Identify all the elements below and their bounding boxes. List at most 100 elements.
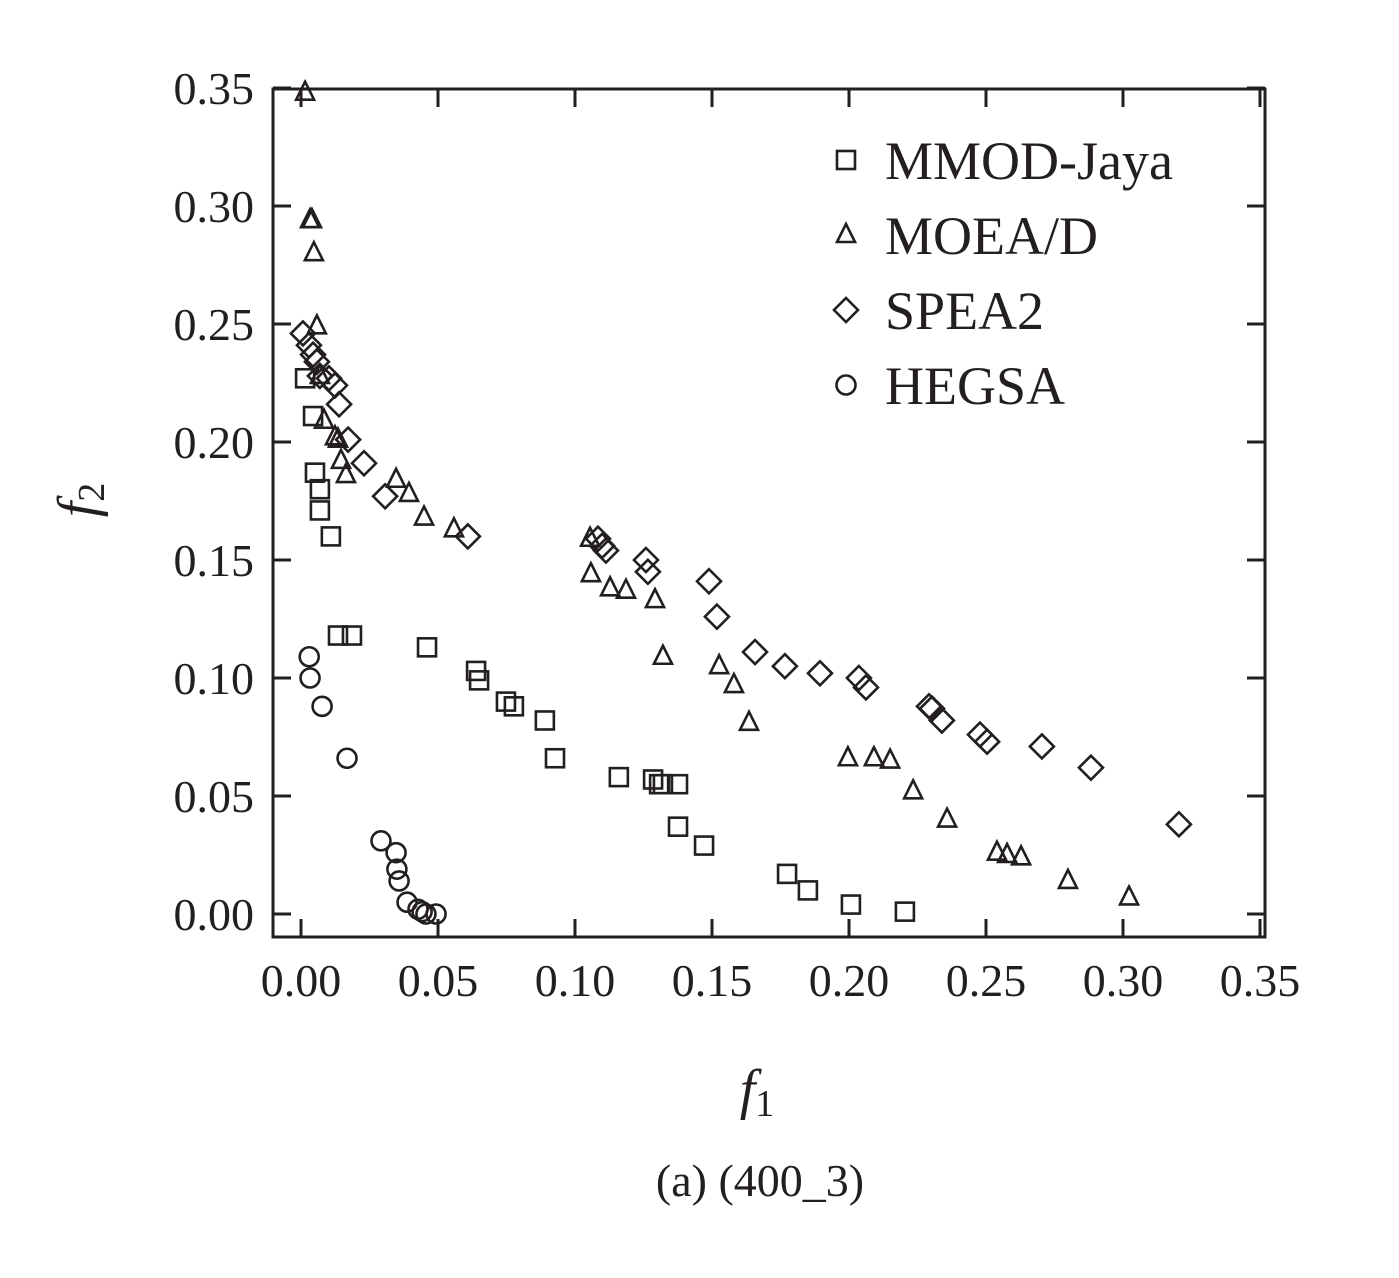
diamond-point — [852, 673, 880, 702]
circle-point — [386, 858, 408, 880]
diamond-point — [350, 449, 378, 478]
triangle-point — [329, 446, 353, 470]
triangle-point — [995, 841, 1019, 864]
triangle-point — [412, 503, 436, 526]
triangle-point — [935, 805, 959, 828]
diamond-point — [454, 522, 482, 551]
square-point — [693, 835, 715, 856]
diamond-point — [592, 536, 620, 565]
triangle-point — [1009, 843, 1033, 866]
legend-circle-icon — [835, 374, 857, 396]
circle-point — [298, 645, 321, 668]
diamond-point — [325, 390, 353, 419]
square-point — [797, 880, 819, 901]
x-tick-label: 0.35 — [1220, 955, 1301, 1006]
triangle-point — [305, 312, 328, 335]
triangle-point — [579, 560, 602, 583]
square-point — [544, 747, 566, 769]
diamond-point — [1165, 810, 1193, 839]
legend-label: HEGSA — [885, 356, 1065, 416]
circle-point — [311, 695, 333, 718]
legend-square-icon — [835, 149, 857, 171]
diamond-point — [1028, 732, 1056, 761]
y-tick-label: 0.10 — [174, 653, 255, 704]
legend-entry: MMOD-Jaya — [835, 131, 1173, 191]
square-point — [652, 773, 674, 795]
x-tick-label: 0.20 — [809, 955, 890, 1006]
triangle-point — [708, 652, 731, 675]
x-tick-label: 0.00 — [261, 955, 342, 1006]
diamond-point — [741, 638, 769, 666]
y-tick-label: 0.20 — [174, 417, 255, 468]
diamond-point — [306, 362, 334, 390]
diamond-point — [928, 706, 956, 735]
triangle-point — [614, 576, 638, 599]
legend-entry: HEGSA — [835, 356, 1065, 416]
circle-point — [415, 903, 437, 925]
x-tick-label: 0.25 — [946, 955, 1027, 1006]
chart-caption: (a) (400_3) — [656, 1155, 864, 1206]
x-axis-label: f1 — [740, 1059, 775, 1125]
x-tick-label: 0.30 — [1083, 955, 1164, 1006]
diamond-point — [299, 340, 327, 369]
circle-point — [299, 667, 321, 689]
y-tick-label: 0.15 — [174, 535, 255, 586]
triangle-point — [302, 239, 325, 262]
legend-entry: MOEA/D — [834, 206, 1098, 266]
triangle-point — [643, 586, 667, 609]
legend-label: MMOD-Jaya — [885, 131, 1173, 191]
square-point — [302, 405, 324, 427]
square-point — [309, 500, 331, 521]
y-tick-label: 0.25 — [174, 299, 255, 350]
series-hegsa — [298, 645, 447, 925]
circle-point — [396, 891, 418, 914]
diamond-point — [771, 652, 799, 681]
series-mmod-jaya — [294, 367, 916, 922]
x-tick-label: 0.15 — [672, 955, 753, 1006]
square-point — [776, 863, 798, 885]
square-point — [503, 696, 525, 717]
square-point — [608, 766, 630, 788]
square-point — [309, 478, 331, 500]
triangle-point — [326, 425, 350, 448]
y-tick-label: 0.30 — [174, 181, 255, 232]
triangle-point — [312, 406, 336, 430]
diamond-point — [973, 727, 1001, 756]
square-point — [667, 816, 689, 837]
triangle-point — [300, 206, 324, 229]
diamond-point — [966, 720, 994, 749]
triangle-point — [651, 642, 675, 666]
circle-point — [385, 841, 407, 864]
x-tick-label: 0.05 — [398, 955, 479, 1006]
square-point — [320, 526, 342, 547]
triangle-point — [985, 838, 1009, 861]
triangle-point — [442, 515, 465, 538]
diamond-point — [632, 546, 660, 574]
square-point — [304, 462, 326, 483]
diamond-point — [303, 347, 331, 376]
diamond-point — [584, 524, 612, 553]
legend-label: MOEA/D — [885, 206, 1098, 266]
legend-label: SPEA2 — [885, 281, 1044, 341]
square-point — [667, 773, 689, 795]
diamond-point — [1077, 753, 1105, 782]
triangle-point — [294, 78, 317, 102]
triangle-point — [598, 574, 622, 597]
y-tick-label: 0.35 — [174, 63, 255, 114]
y-tick-label: 0.00 — [174, 889, 255, 940]
y-axis-label: f2 — [47, 483, 113, 518]
circle-point — [425, 903, 447, 925]
diamond-point — [695, 567, 723, 596]
square-point — [327, 625, 349, 646]
legend-triangle-icon — [834, 221, 858, 244]
triangle-point — [902, 777, 925, 800]
diamond-point — [634, 557, 662, 586]
plot-frame — [271, 87, 1267, 939]
square-point — [840, 894, 862, 915]
diamond-point — [289, 319, 317, 348]
triangle-point — [1117, 883, 1141, 906]
square-point — [341, 625, 363, 646]
x-tick-label: 0.10 — [535, 955, 616, 1006]
triangle-point — [722, 671, 746, 694]
